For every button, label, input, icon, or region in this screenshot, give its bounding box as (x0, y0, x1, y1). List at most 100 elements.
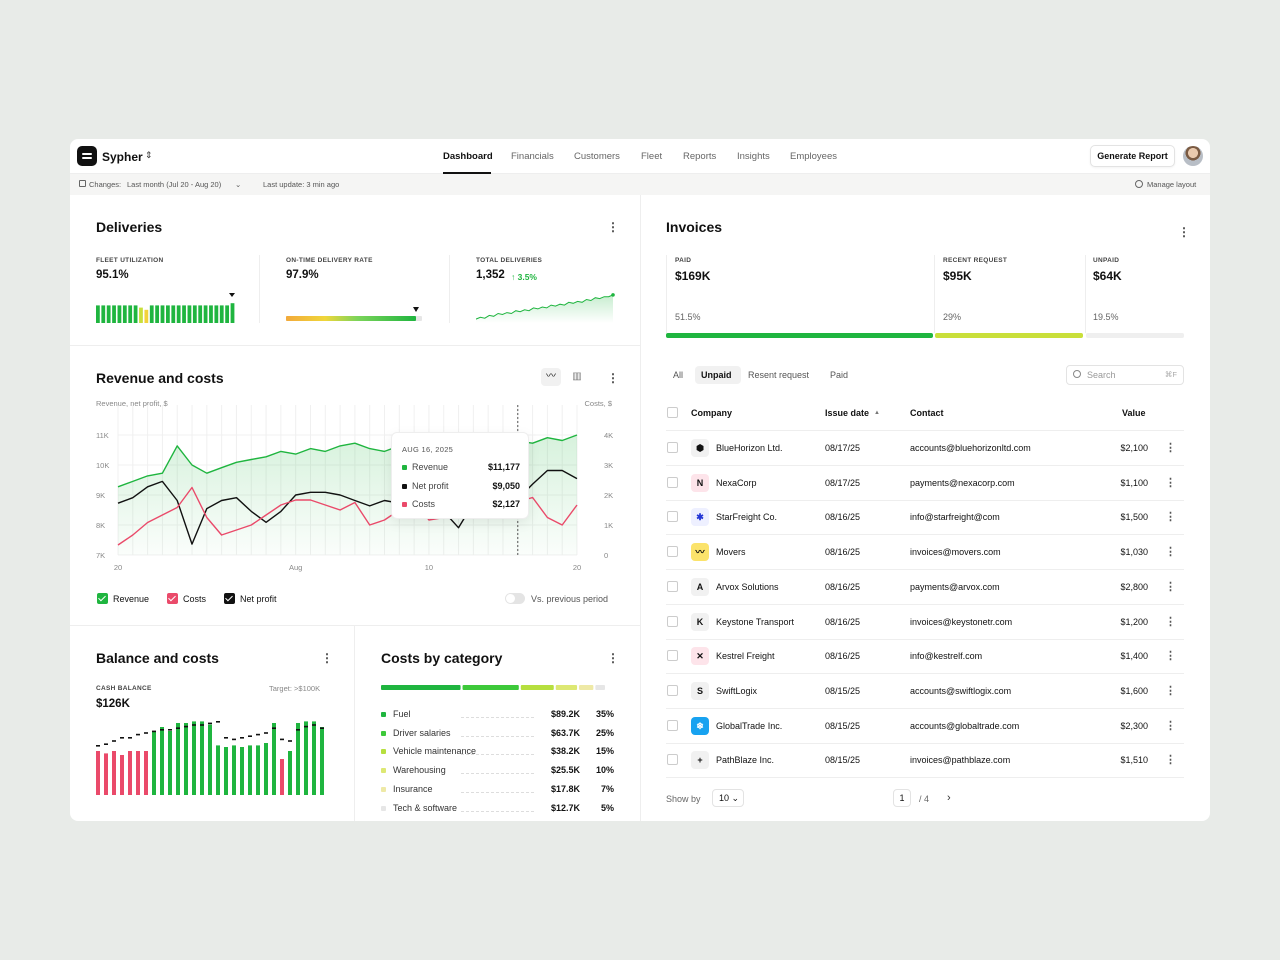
table-row[interactable]: K Keystone Transport 08/16/25 invoices@keys… (666, 605, 1184, 640)
balance-marker (288, 740, 292, 742)
row-checkbox[interactable] (667, 442, 678, 453)
vs-previous-toggle[interactable] (505, 593, 525, 604)
row-more-icon[interactable]: ⋮ (1165, 546, 1176, 559)
workspace-switcher-icon[interactable]: ⇕ (145, 150, 153, 160)
company-name[interactable]: Kestrel Freight (716, 651, 775, 662)
generate-report-button[interactable]: Generate Report (1090, 145, 1175, 167)
company-name[interactable]: NexaCorp (716, 477, 757, 488)
nav-dashboard[interactable]: Dashboard (443, 151, 493, 162)
bar-chart-toggle-icon[interactable]: ▥ (572, 371, 582, 382)
date-range-select[interactable]: Last month (Jul 20 - Aug 20) (127, 180, 222, 189)
row-more-icon[interactable]: ⋮ (1165, 580, 1176, 593)
nav-financials[interactable]: Financials (511, 151, 554, 162)
row-more-icon[interactable]: ⋮ (1165, 650, 1176, 663)
revenue-more-icon[interactable]: ⋮ (607, 371, 619, 385)
row-more-icon[interactable]: ⋮ (1165, 684, 1176, 697)
tab-paid[interactable]: Paid (830, 370, 849, 380)
row-checkbox[interactable] (667, 719, 678, 731)
column-issue-date[interactable]: Issue date (825, 408, 870, 418)
costs-legend-checkbox[interactable] (167, 593, 178, 604)
row-more-icon[interactable]: ⋮ (1165, 754, 1176, 767)
manage-layout-link[interactable]: Manage layout (1147, 180, 1197, 189)
company-name[interactable]: SwiftLogix (716, 685, 758, 696)
table-row[interactable]: 〰 Movers 08/16/25 invoices@movers.com $1,030… (666, 535, 1184, 571)
column-divider (640, 195, 641, 821)
table-row[interactable]: ❄ GlobalTrade Inc. 08/15/25 accounts@global… (666, 709, 1184, 744)
nav-insights[interactable]: Insights (737, 151, 770, 162)
contact-email[interactable]: accounts@globaltrade.com (910, 720, 1020, 731)
sypher-logo-icon[interactable] (77, 146, 97, 166)
top-bar: Sypher ⇕ Dashboard Financials Customers Fle… (70, 139, 1210, 174)
page-number-input[interactable]: 1 (893, 789, 911, 807)
contact-email[interactable]: payments@arvox.com (910, 581, 1000, 592)
contact-email[interactable]: info@kestrelf.com (910, 651, 983, 662)
company-name[interactable]: Movers (716, 547, 746, 558)
net-profit-legend-checkbox[interactable] (224, 593, 235, 604)
tab-unpaid[interactable]: Unpaid (701, 370, 732, 380)
row-checkbox[interactable] (667, 546, 678, 558)
contact-email[interactable]: accounts@swiftlogix.com (910, 685, 1012, 696)
column-company[interactable]: Company (691, 408, 733, 418)
deliveries-more-icon[interactable]: ⋮ (607, 220, 619, 234)
column-contact[interactable]: Contact (910, 408, 944, 418)
category-segment (381, 685, 461, 690)
table-row[interactable]: + PathBlaze Inc. 08/15/25 invoices@pathblaz… (666, 743, 1184, 779)
contact-email[interactable]: invoices@movers.com (910, 547, 1001, 558)
table-row[interactable]: ✕ Kestrel Freight 08/16/25 info@kestrelf.co… (666, 639, 1184, 675)
select-all-checkbox[interactable] (667, 407, 678, 418)
category-name: Insurance (393, 783, 433, 794)
costs-more-icon[interactable]: ⋮ (607, 651, 619, 665)
row-checkbox[interactable] (667, 650, 678, 662)
row-checkbox[interactable] (667, 476, 678, 488)
category-name: Vehicle maintenance (393, 746, 477, 757)
table-row[interactable]: A Arvox Solutions 08/16/25 payments@arvox.c… (666, 570, 1184, 605)
company-name[interactable]: Arvox Solutions (716, 581, 779, 592)
table-row[interactable]: N NexaCorp 08/17/25 payments@nexacorp.com $1… (666, 466, 1184, 501)
row-checkbox[interactable] (667, 754, 678, 766)
page-size-select[interactable]: 10 ⌄ (712, 789, 744, 807)
company-name[interactable]: StarFreight Co. (716, 512, 778, 523)
contact-email[interactable]: accounts@bluehorizonltd.com (910, 443, 1031, 453)
contact-email[interactable]: invoices@keystonetr.com (910, 616, 1013, 627)
company-name[interactable]: Keystone Transport (716, 616, 795, 627)
row-more-icon[interactable]: ⋮ (1165, 719, 1176, 732)
tab-all[interactable]: All (673, 370, 684, 380)
line-chart-toggle-icon[interactable]: 〰 (541, 368, 561, 386)
table-row[interactable]: ⬢ BlueHorizon Ltd. 08/17/25 accounts@blueho… (666, 431, 1184, 466)
contact-email[interactable]: info@starfreight@com (910, 512, 1000, 523)
sort-asc-icon[interactable]: ▲ (874, 410, 880, 416)
contact-email[interactable]: payments@nexacorp.com (910, 477, 1015, 488)
company-name[interactable]: GlobalTrade Inc. (716, 720, 783, 731)
revenue-legend-checkbox[interactable] (97, 593, 108, 604)
row-more-icon[interactable]: ⋮ (1165, 615, 1176, 628)
table-row[interactable]: ✱ StarFreight Co. 08/16/25 info@starfreight… (666, 500, 1184, 536)
balance-marker (248, 735, 252, 737)
show-by-label: Show by (666, 794, 701, 804)
company-name[interactable]: BlueHorizon Ltd. (716, 443, 783, 453)
company-name[interactable]: PathBlaze Inc. (716, 755, 775, 766)
last-update: Last update: 3 min ago (263, 180, 340, 189)
row-checkbox[interactable] (667, 684, 678, 696)
user-avatar[interactable] (1183, 146, 1203, 166)
workspace-name[interactable]: Sypher (102, 150, 143, 164)
row-more-icon[interactable]: ⋮ (1165, 511, 1176, 524)
next-page-icon[interactable]: › (947, 792, 951, 804)
invoices-more-icon[interactable]: ⋮ (1178, 225, 1190, 239)
balance-more-icon[interactable]: ⋮ (321, 651, 333, 665)
row-checkbox[interactable] (667, 615, 678, 627)
contact-email[interactable]: invoices@pathblaze.com (910, 755, 1011, 766)
row-more-icon[interactable]: ⋮ (1165, 442, 1176, 454)
nav-employees[interactable]: Employees (790, 151, 837, 162)
nav-fleet[interactable]: Fleet (641, 151, 663, 162)
chevron-down-icon[interactable]: ⌄ (235, 180, 242, 189)
column-value[interactable]: Value (1122, 408, 1146, 418)
row-checkbox[interactable] (667, 580, 678, 592)
nav-customers[interactable]: Customers (574, 151, 620, 162)
table-row[interactable]: S SwiftLogix 08/15/25 accounts@swiftlogix.c… (666, 674, 1184, 709)
row-checkbox[interactable] (667, 511, 678, 523)
search-input[interactable]: Search ⌘F (1066, 365, 1184, 385)
tab-resent-request[interactable]: Resent request (748, 370, 810, 380)
row-more-icon[interactable]: ⋮ (1165, 476, 1176, 489)
nav-reports[interactable]: Reports (683, 151, 717, 162)
gear-icon[interactable] (1135, 180, 1143, 188)
